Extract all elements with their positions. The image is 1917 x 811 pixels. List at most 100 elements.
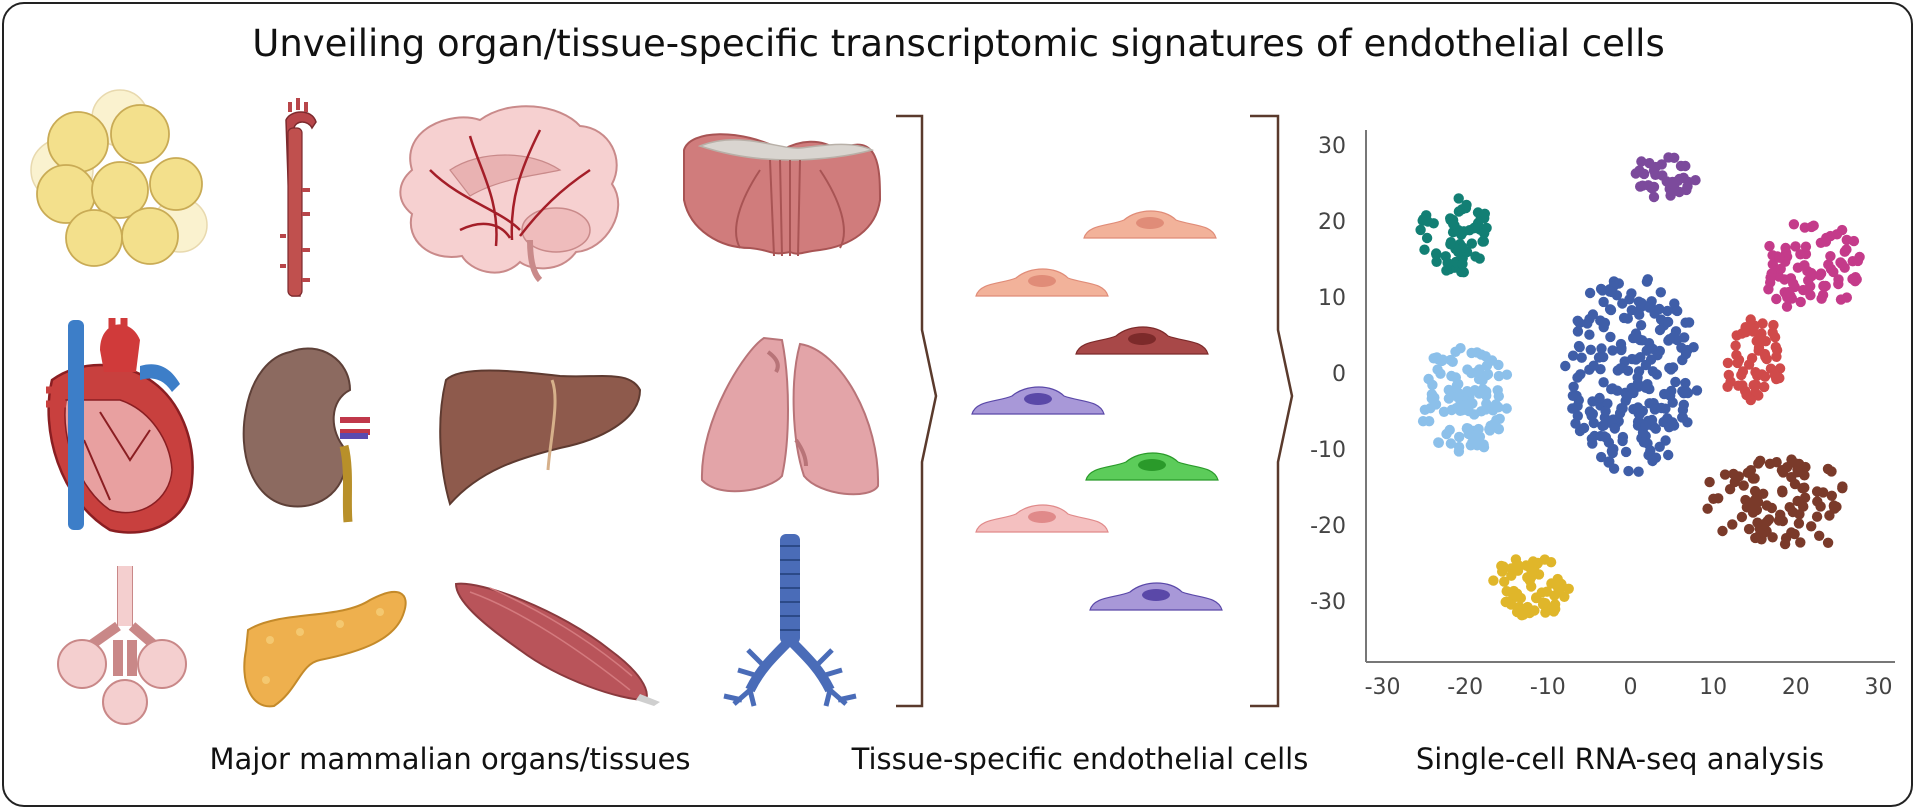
scatter-point [1576, 352, 1587, 363]
scatter-point [1723, 369, 1735, 381]
scatter-point [1612, 385, 1623, 396]
scatter-point [1762, 516, 1773, 527]
scatter-point [1647, 455, 1658, 467]
scatter-point [1574, 342, 1585, 353]
scatter-point [1488, 575, 1499, 586]
scatter-point [1826, 490, 1838, 501]
scatter-point [1662, 316, 1674, 328]
pancreas-icon [243, 591, 407, 708]
scatter-point [1678, 399, 1690, 410]
scatter-point [1596, 451, 1607, 463]
lung-icon [700, 336, 880, 496]
scatter-point [1724, 484, 1736, 495]
scatter-point [1446, 370, 1457, 382]
scatter-point [1570, 418, 1581, 429]
scatter-point [1622, 365, 1634, 376]
scatter-point [1578, 422, 1590, 434]
scatter-point [1608, 463, 1620, 474]
scatter-point [1550, 603, 1561, 615]
aorta-icon [280, 98, 317, 297]
scatter-point [1823, 259, 1834, 270]
y-tick-label: 10 [1318, 286, 1346, 311]
scatter-point [1680, 160, 1691, 172]
scatter-point [1667, 417, 1678, 428]
scatter-point [1496, 560, 1507, 572]
scatter-point [1505, 599, 1517, 610]
scatter-point [1811, 511, 1823, 522]
scatter-point [1584, 406, 1596, 417]
scatter-point [1584, 329, 1595, 340]
scatter-point [1659, 388, 1670, 400]
scatter-point [1654, 441, 1665, 452]
scatter-point [1717, 525, 1728, 537]
x-tick-label: -20 [1447, 675, 1483, 700]
y-tick-label: 0 [1332, 362, 1346, 387]
caption-organs: Major mammalian organs/tissues [209, 742, 691, 776]
scatter-point [1448, 218, 1459, 230]
scatter-point [1474, 253, 1485, 264]
scatter-point [1584, 287, 1596, 299]
endothelial-cell [1085, 452, 1219, 481]
scatter-point [1450, 346, 1461, 357]
scatter-point [1757, 318, 1768, 329]
scatter-point [1731, 349, 1742, 361]
scatter-point [1632, 378, 1644, 389]
scatter-point [1672, 305, 1683, 317]
scatter-point [1594, 392, 1605, 404]
scatter-point [1847, 273, 1858, 285]
cell-nucleus [1128, 333, 1156, 345]
scatter-point [1669, 152, 1680, 163]
scatter-point [1677, 412, 1689, 423]
scatter-point [1722, 357, 1734, 369]
scatter-point [1480, 351, 1491, 362]
endothelial-cell [1089, 582, 1223, 611]
cell-nucleus [1138, 459, 1166, 471]
scatter-point [1789, 458, 1801, 469]
scatter-point [1794, 509, 1805, 520]
scatter-point [1531, 558, 1543, 570]
scatter-point [1738, 480, 1749, 491]
scatter-point [1415, 224, 1426, 236]
mammary-gland-icon [57, 566, 187, 725]
scatter-point [1644, 302, 1655, 313]
left-bracket [896, 114, 938, 708]
scatter-point [1422, 216, 1434, 227]
scatter-point [1473, 388, 1485, 399]
adipose-tissue-icon [30, 89, 208, 267]
scatter-point [1799, 260, 1810, 271]
scatter-point [1463, 405, 1474, 417]
scatter-point [1621, 391, 1633, 402]
scatter-point [1588, 417, 1600, 429]
scatter-point [1777, 487, 1788, 498]
scatter-point [1466, 347, 1477, 359]
scatter-point [1742, 467, 1754, 478]
scatter-point [1442, 257, 1453, 269]
scatter-point [1719, 469, 1731, 480]
figure-title: Unveiling organ/tissue-specific transcri… [252, 22, 1665, 65]
scatter-point [1632, 333, 1643, 344]
scatter-point [1651, 369, 1663, 380]
scatter-point [1688, 342, 1699, 353]
scatter-point [1690, 175, 1701, 186]
cell-nucleus [1028, 275, 1056, 287]
scatter-point [1559, 591, 1570, 602]
scatter-point [1461, 423, 1473, 434]
scatter-point [1792, 495, 1803, 507]
scatter-point [1806, 267, 1817, 279]
y-tick-label: 30 [1318, 134, 1346, 159]
x-tick-label: 30 [1864, 675, 1892, 700]
right-bracket [1250, 114, 1294, 708]
scatter-point [1444, 424, 1455, 436]
scatter-point [1730, 340, 1741, 351]
scatter-point [1642, 274, 1654, 285]
scatter-point [1774, 372, 1785, 384]
scatter-point [1476, 406, 1487, 417]
scatter-point [1805, 281, 1816, 292]
scatter-point [1852, 255, 1864, 267]
scatter-point [1704, 476, 1715, 488]
scatter-point [1662, 305, 1673, 317]
scatter-point [1713, 493, 1724, 504]
scatter-point [1655, 287, 1667, 298]
scatter-point [1765, 272, 1776, 283]
scatter-point [1431, 249, 1442, 260]
